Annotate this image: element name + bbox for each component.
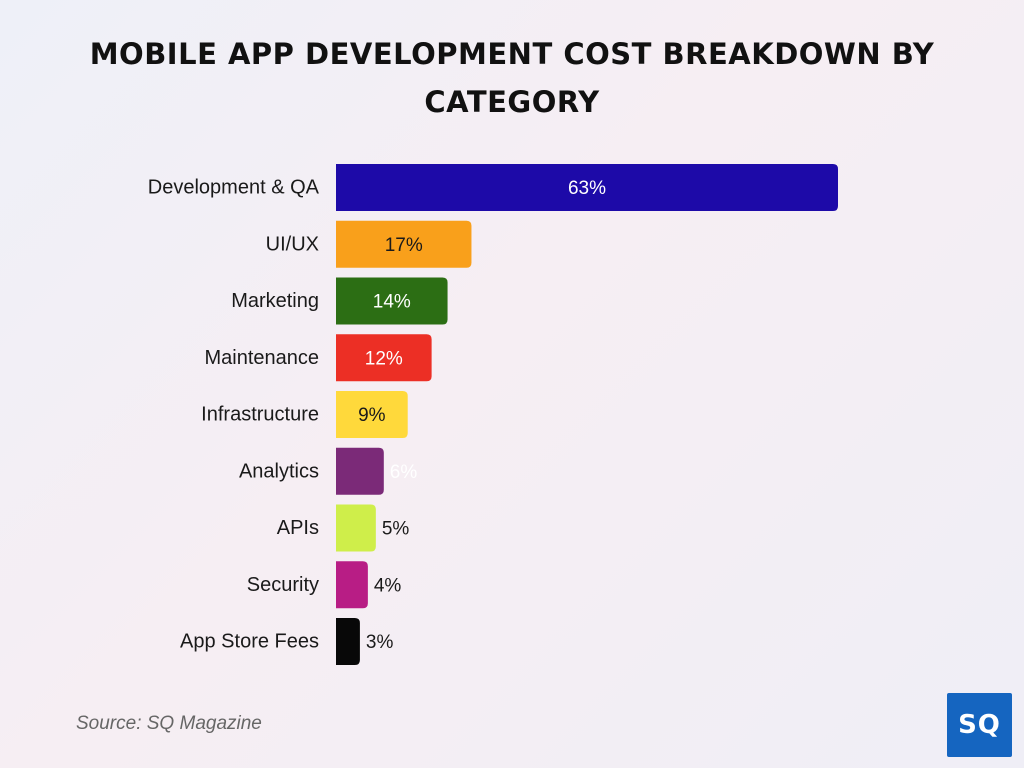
sq-logo: SQ bbox=[947, 693, 1012, 757]
category-label: Analytics bbox=[239, 460, 319, 482]
bar-chart: Development & QA 63% UI/UX 17% Marketing 14% M… bbox=[148, 164, 838, 665]
bar-security bbox=[336, 561, 368, 609]
value-label: 14% bbox=[373, 292, 411, 313]
value-label: 63% bbox=[568, 178, 606, 199]
bar-apis bbox=[336, 504, 376, 552]
bar-marketing bbox=[336, 277, 448, 325]
bar-app-store-fees bbox=[336, 618, 360, 665]
bar-ui-ux bbox=[336, 220, 472, 268]
category-label: Maintenance bbox=[204, 347, 319, 369]
value-label: 3% bbox=[366, 632, 394, 653]
value-label: 9% bbox=[358, 405, 386, 426]
bar-analytics bbox=[336, 447, 384, 495]
category-label: App Store Fees bbox=[180, 631, 319, 653]
value-label: 17% bbox=[385, 235, 423, 256]
value-label: 6% bbox=[390, 462, 418, 483]
value-label: 4% bbox=[374, 575, 402, 596]
value-label: 5% bbox=[382, 519, 410, 540]
category-label: Development & QA bbox=[148, 177, 320, 199]
category-label: Security bbox=[247, 574, 319, 596]
value-label: 12% bbox=[365, 348, 403, 369]
category-label: Infrastructure bbox=[201, 404, 319, 426]
chart-title: MOBILE APP DEVELOPMENT COST BREAKDOWN BY… bbox=[89, 37, 935, 119]
bar-maintenance bbox=[336, 334, 432, 382]
category-label: Marketing bbox=[231, 290, 319, 312]
bar-development-qa bbox=[336, 164, 838, 211]
category-label: APIs bbox=[277, 517, 319, 539]
source-note: Source: SQ Magazine bbox=[76, 713, 262, 734]
category-label: UI/UX bbox=[266, 233, 319, 255]
bar-infrastructure bbox=[336, 391, 408, 438]
